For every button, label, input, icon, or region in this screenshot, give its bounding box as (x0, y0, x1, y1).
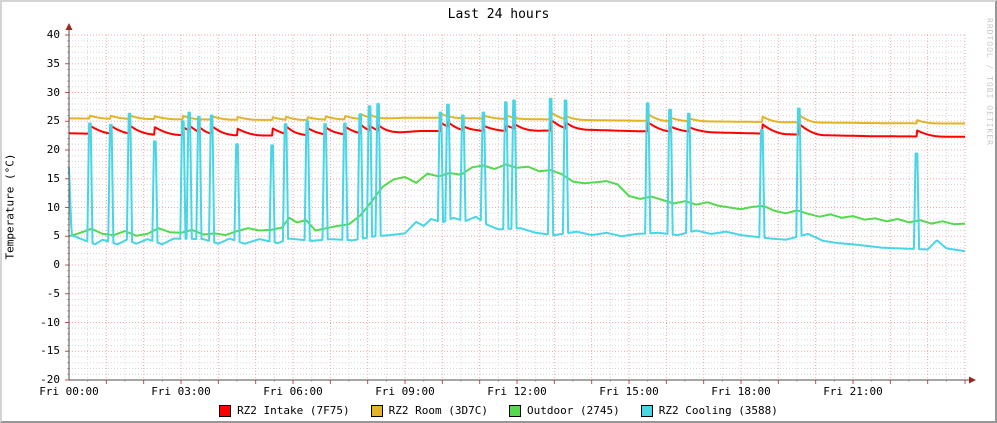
legend-label: RZ2 Room (3D7C) (388, 404, 488, 417)
y-tick-label: 25 (46, 114, 60, 128)
series-line-3 (68, 97, 966, 253)
y-tick-label: -20 (40, 373, 60, 386)
legend-item: RZ2 Room (3D7C) (370, 404, 488, 417)
legend-label: Outdoor (2745) (527, 404, 620, 417)
y-tick-label: 30 (46, 85, 60, 99)
legend-label: RZ2 Intake (7F75) (237, 404, 350, 417)
watermark: RRDTOOL / TOBI OETIKER (985, 18, 994, 146)
y-tick-label: 35 (46, 56, 60, 70)
legend-item: RZ2 Intake (7F75) (219, 404, 350, 417)
y-tick-label: -10 (40, 315, 60, 329)
legend-swatch-icon (640, 404, 653, 417)
legend: RZ2 Intake (7F75) RZ2 Room (3D7C) Outdoor … (2, 404, 995, 417)
x-axis-arrow-icon (969, 376, 976, 384)
y-tick-label: 5 (53, 229, 60, 243)
legend-item: RZ2 Cooling (3588) (640, 404, 778, 417)
x-tick-label: Fri 09:00 (375, 385, 435, 398)
x-tick-label: Fri 00:00 (39, 385, 99, 398)
series-line-1 (68, 111, 966, 125)
y-tick-label: -15 (40, 344, 60, 358)
legend-swatch-icon (219, 404, 232, 417)
series-line-0 (68, 119, 966, 138)
y-tick-label: 40 (46, 28, 60, 41)
x-tick-label: Fri 03:00 (151, 385, 211, 398)
chart-title: Last 24 hours (447, 7, 550, 22)
y-tick-label: 0 (53, 258, 60, 271)
legend-swatch-icon (370, 404, 383, 417)
y-tick-label: 10 (46, 200, 60, 214)
legend-item: Outdoor (2745) (509, 404, 620, 417)
x-tick-label: Fri 12:00 (487, 385, 547, 398)
y-tick-label: 15 (46, 171, 60, 185)
x-tick-label: Fri 15:00 (599, 385, 659, 398)
x-tick-label: Fri 18:00 (711, 385, 771, 398)
legend-label: RZ2 Cooling (3588) (658, 404, 778, 417)
x-tick-label: Fri 21:00 (823, 385, 883, 398)
y-axis-arrow-icon (65, 23, 73, 30)
y-tick-label: -5 (46, 286, 60, 300)
legend-swatch-icon (509, 404, 521, 417)
y-tick-label: 20 (46, 143, 60, 156)
x-tick-label: Fri 06:00 (263, 385, 323, 398)
